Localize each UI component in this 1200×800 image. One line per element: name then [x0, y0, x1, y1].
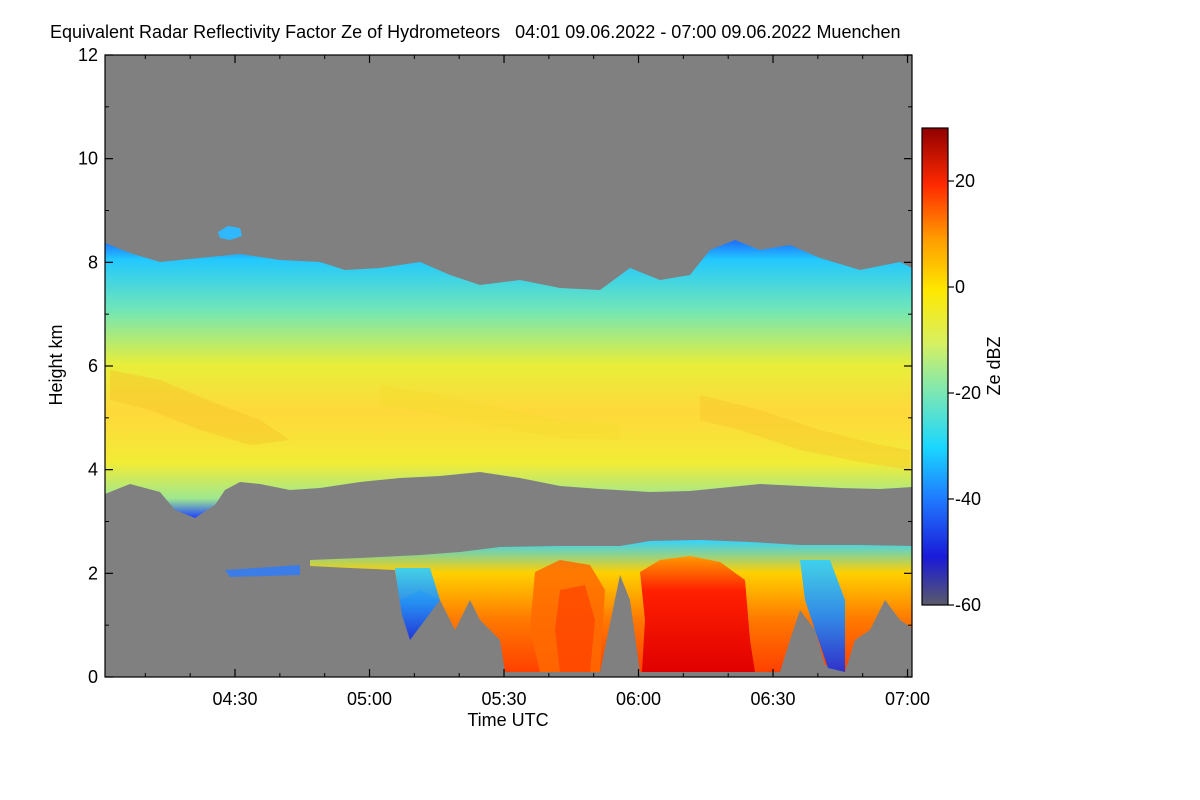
colorbar-axis: 20 0 -20 -40 -60: [948, 171, 981, 615]
y-tick-label: 4: [88, 460, 98, 480]
y-tick-label: 2: [88, 563, 98, 583]
reflectivity-field: [105, 226, 912, 672]
x-tick-label: 05:30: [481, 689, 526, 709]
light-rain-right: [800, 560, 845, 672]
x-tick-label: 07:00: [885, 689, 930, 709]
chart-title: Equivalent Radar Reflectivity Factor Ze …: [50, 22, 901, 42]
colorbar-label: Ze dBZ: [984, 336, 1004, 395]
colorbar-tick-label: 20: [955, 171, 975, 191]
x-axis: 04:30 05:00 05:30 06:00 06:30 07:00: [144, 55, 930, 709]
y-axis: 0 2 4 6 8 10 12: [78, 45, 912, 687]
x-axis-label: Time UTC: [467, 710, 548, 730]
colorbar-tick-label: 0: [955, 277, 965, 297]
cloud-fragment: [218, 226, 242, 240]
colorbar-tick-label: -20: [955, 383, 981, 403]
y-axis-label: Height km: [46, 324, 66, 405]
low-drizzle: [225, 565, 300, 577]
rain-region: [310, 540, 912, 672]
ice-band-core-2: [700, 395, 910, 470]
y-tick-label: 0: [88, 667, 98, 687]
y-tick-label: 6: [88, 356, 98, 376]
colorbar: [921, 127, 949, 606]
y-tick-label: 10: [78, 149, 98, 169]
heavy-rain-core: [640, 556, 755, 672]
x-tick-label: 05:00: [347, 689, 392, 709]
ice-band-core-3: [380, 385, 620, 440]
colorbar-tick-label: -40: [955, 489, 981, 509]
colorbar-tick-label: -60: [955, 595, 981, 615]
light-rain-left: [395, 568, 440, 640]
y-tick-label: 12: [78, 45, 98, 65]
x-tick-label: 06:30: [750, 689, 795, 709]
ice-cloud-layer: [105, 240, 912, 518]
x-tick-label: 06:00: [616, 689, 661, 709]
x-tick-label: 04:30: [212, 689, 257, 709]
y-tick-label: 8: [88, 252, 98, 272]
ice-band-core: [110, 370, 290, 445]
rain-cell-1-core: [555, 585, 595, 672]
